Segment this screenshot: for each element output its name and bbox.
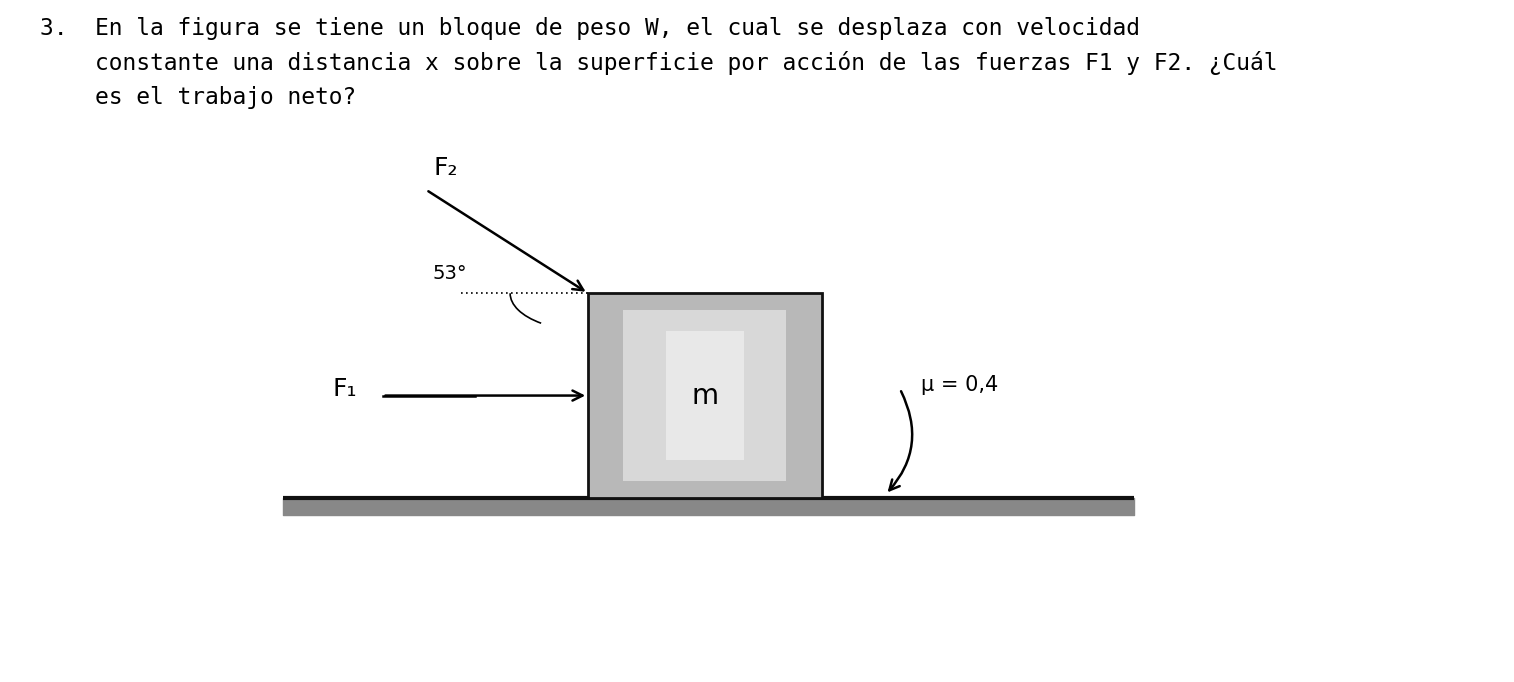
Bar [624, 310, 786, 481]
Bar [587, 293, 822, 498]
Text: F₂: F₂ [433, 155, 457, 179]
Text: F₁: F₁ [333, 376, 357, 401]
Text: 3.  En la figura se tiene un bloque de peso W, el cual se desplaza con velocidad: 3. En la figura se tiene un bloque de pe… [39, 17, 1278, 109]
Text: μ = 0,4: μ = 0,4 [921, 375, 998, 396]
Text: m: m [692, 381, 719, 410]
Text: 53°: 53° [433, 264, 468, 283]
Bar [666, 331, 743, 460]
